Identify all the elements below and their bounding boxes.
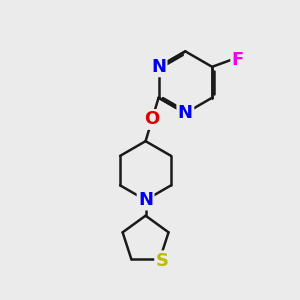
Text: N: N (178, 104, 193, 122)
Text: N: N (151, 58, 166, 76)
Text: N: N (138, 191, 153, 209)
Text: O: O (144, 110, 160, 128)
Text: S: S (156, 252, 169, 270)
Text: F: F (232, 51, 244, 69)
